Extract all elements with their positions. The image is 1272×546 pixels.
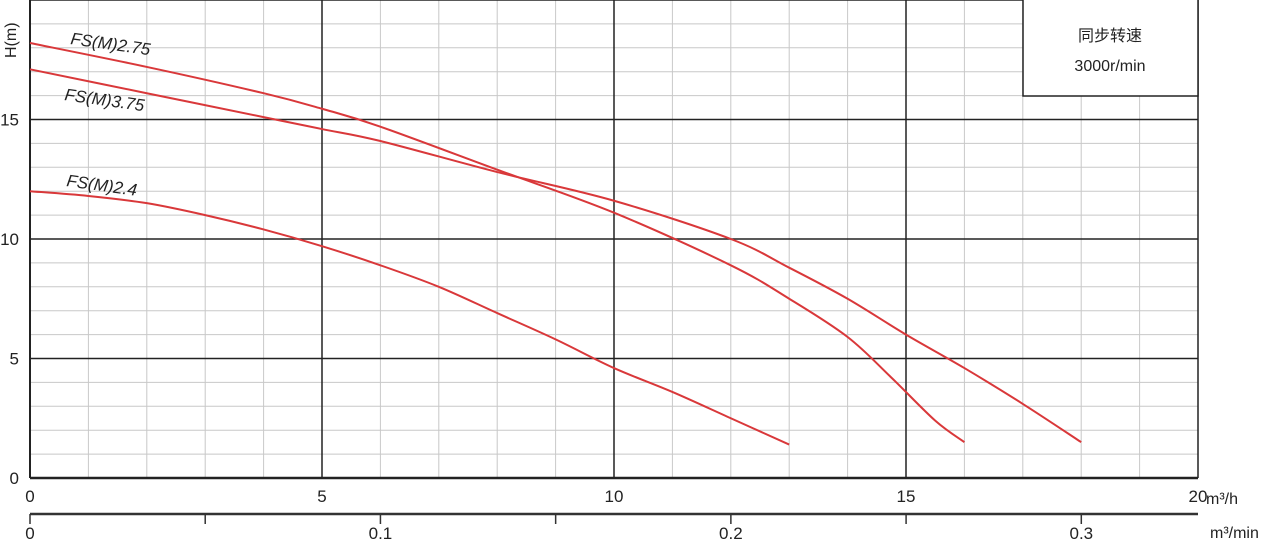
axis-labels: 0 5 10 15 20 0 5 10 15 m³/h H(m) 0 0.1 0.2 0.3 m³/min [0, 22, 1259, 543]
legend-box: 同步转速 3000r/min [1022, 0, 1199, 97]
y-axis-label: H(m) [3, 22, 20, 58]
series-labels: FS(M)2.75 FS(M)3.75 FS(M)2.4 [63, 29, 152, 200]
curve-fs-m-2-75 [29, 42, 965, 443]
legend-box-line2: 3000r/min [1074, 58, 1145, 75]
curves [29, 42, 1082, 446]
y-tick-label: 15 [0, 111, 19, 130]
secondary-tick-label: 0.2 [719, 524, 743, 541]
x-axis-label: m³/h [1206, 491, 1238, 508]
secondary-tick-label: 0.3 [1069, 524, 1093, 541]
x-tick-label: 5 [317, 487, 326, 506]
legend-box-frame [1022, 0, 1199, 97]
y-tick-label: 5 [10, 350, 19, 369]
curve-fs-m-2-4 [29, 190, 790, 446]
secondary-axis-label: m³/min [1210, 525, 1259, 541]
legend-box-line1: 同步转速 [1078, 27, 1142, 45]
secondary-tick-label: 0 [25, 524, 34, 541]
grid [29, 0, 1199, 480]
x-tick-label: 20 [1189, 487, 1208, 506]
x-tick-label: 0 [25, 487, 34, 506]
x-tick-label: 15 [897, 487, 916, 506]
secondary-tick-label: 0.1 [369, 524, 393, 541]
series-label-fs-m-2-75: FS(M)2.75 [69, 29, 152, 59]
y-tick-label: 10 [0, 230, 19, 249]
x-tick-label: 10 [605, 487, 624, 506]
curve-fs-m-3-75 [29, 68, 1082, 443]
y-tick-label: 0 [10, 469, 19, 488]
